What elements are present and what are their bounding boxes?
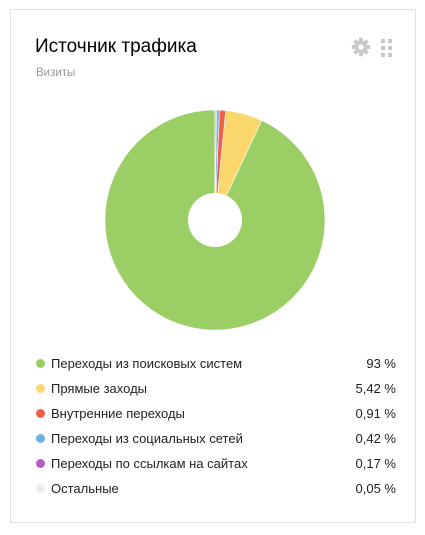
- gear-icon[interactable]: [351, 37, 371, 57]
- legend-item[interactable]: Внутренние переходы 0,91 %: [36, 401, 396, 426]
- legend-value: 0,17 %: [355, 456, 396, 471]
- legend-label: Прямые заходы: [51, 381, 148, 396]
- legend-value: 5,42 %: [355, 381, 396, 396]
- legend-label: Внутренние переходы: [51, 406, 185, 421]
- legend-item[interactable]: Переходы по ссылкам на сайтах 0,17 %: [36, 451, 396, 476]
- legend-item[interactable]: Переходы из социальных сетей 0,42 %: [36, 426, 396, 451]
- legend-value: 0,91 %: [355, 406, 396, 421]
- widget-subtitle: Визиты: [36, 67, 76, 79]
- traffic-donut-chart: [104, 109, 326, 331]
- legend-dot-icon: [36, 409, 45, 418]
- legend-label: Переходы из социальных сетей: [51, 431, 243, 446]
- legend-dot-icon: [36, 484, 45, 493]
- donut-hole: [188, 193, 242, 247]
- widget-title: Источник трафика: [35, 36, 197, 57]
- legend-value: 0,05 %: [355, 481, 396, 496]
- legend-label: Переходы по ссылкам на сайтах: [51, 456, 248, 471]
- legend-item[interactable]: Переходы из поисковых систем 93 %: [36, 351, 396, 376]
- drag-handle-icon[interactable]: [381, 39, 393, 57]
- chart-legend: Переходы из поисковых систем 93 % Прямые з…: [36, 351, 396, 501]
- legend-label: Переходы из поисковых систем: [51, 356, 243, 371]
- legend-value: 0,42 %: [355, 431, 396, 446]
- legend-label: Остальные: [51, 481, 119, 496]
- legend-dot-icon: [36, 384, 45, 393]
- legend-dot-icon: [36, 459, 45, 468]
- legend-dot-icon: [36, 434, 45, 443]
- traffic-source-widget: Источник трафика Визиты: [10, 9, 416, 523]
- legend-item[interactable]: Прямые заходы 5,42 %: [36, 376, 396, 401]
- legend-value: 93 %: [366, 356, 396, 371]
- legend-dot-icon: [36, 359, 45, 368]
- legend-item[interactable]: Остальные 0,05 %: [36, 476, 396, 501]
